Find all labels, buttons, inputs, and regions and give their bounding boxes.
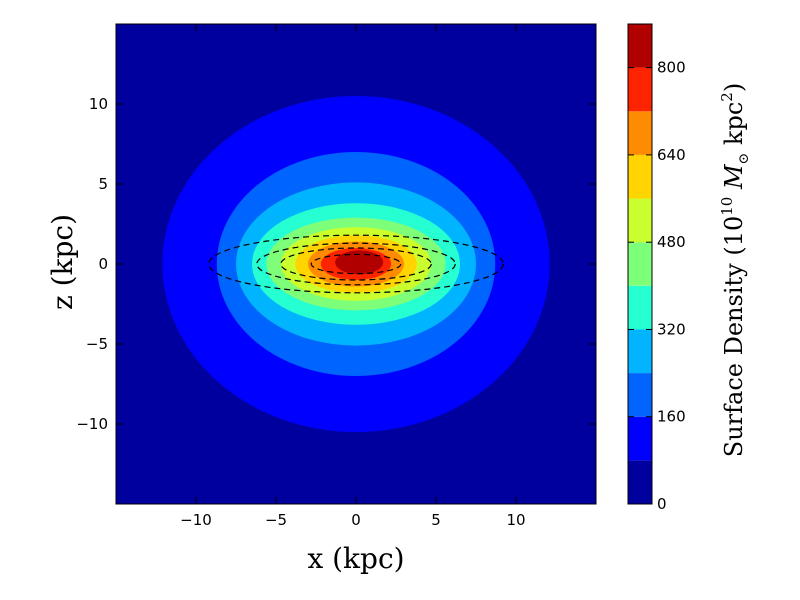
colorbar-tick-label: 800 bbox=[657, 59, 686, 77]
filled-contour-layer bbox=[162, 96, 550, 432]
colorbar-tick-label: 640 bbox=[657, 146, 686, 164]
colorbar-tick-label: 160 bbox=[657, 408, 686, 426]
colorbar-ticks: 0 160 320 480 640 800 bbox=[628, 59, 686, 513]
colorbar-band-640 bbox=[628, 111, 652, 155]
colorbar-title-exponent: 10 bbox=[718, 197, 736, 216]
colorbar-tick-label: 0 bbox=[657, 495, 667, 513]
y-tick-label: 5 bbox=[98, 175, 108, 193]
colorbar-title: Surface Density (1010 M⊙ kpc2) bbox=[718, 83, 752, 457]
colorbar-bands bbox=[628, 24, 652, 504]
colorbar-title-suffix: ) bbox=[720, 83, 748, 92]
colorbar-band-800 bbox=[628, 24, 652, 68]
y-tick-label: −5 bbox=[86, 335, 108, 353]
colorbar-band-480 bbox=[628, 198, 652, 243]
y-axis-title: z (kpc) bbox=[46, 214, 79, 310]
colorbar-tick-label: 480 bbox=[657, 233, 686, 251]
colorbar-tick-label: 320 bbox=[657, 320, 686, 338]
x-tick-label: 5 bbox=[431, 511, 441, 529]
colorbar-title-prefix: Surface Density (10 bbox=[720, 216, 748, 457]
colorbar-frame bbox=[627, 23, 653, 505]
colorbar-title-unit-exponent: 2 bbox=[718, 92, 736, 102]
y-tick-label: −10 bbox=[76, 415, 108, 433]
x-axis-title: x (kpc) bbox=[307, 542, 404, 575]
colorbar-band-320 bbox=[628, 285, 652, 330]
colorbar-band-0 bbox=[628, 460, 652, 504]
x-tick-label: −5 bbox=[265, 511, 287, 529]
x-tick-label: 10 bbox=[506, 511, 525, 529]
colorbar-band-720 bbox=[628, 67, 652, 112]
colorbar-band-160 bbox=[628, 373, 652, 417]
colorbar-band-80 bbox=[628, 416, 652, 461]
colorbar-band-400 bbox=[628, 242, 652, 286]
dashed-contour-layer bbox=[208, 234, 504, 294]
colorbar-title-unit: kpc bbox=[720, 102, 748, 145]
dashed-contour-1 bbox=[208, 234, 504, 294]
x-tick-label: −10 bbox=[180, 511, 212, 529]
x-axis-ticks: −10 −5 0 5 10 bbox=[180, 24, 526, 529]
y-axis-ticks: −10 −5 0 5 10 bbox=[76, 95, 596, 433]
colorbar-title-symbol: M bbox=[720, 163, 748, 190]
colorbar-band-240 bbox=[628, 329, 652, 374]
colorbar-band-560 bbox=[628, 154, 652, 199]
y-tick-label: 10 bbox=[89, 95, 108, 113]
colorbar-title-subscript: ⊙ bbox=[736, 153, 752, 165]
dashed-contour-2 bbox=[256, 242, 456, 286]
dashed-contour-3 bbox=[280, 247, 432, 281]
x-tick-label: 0 bbox=[351, 511, 361, 529]
contour-plot bbox=[115, 23, 597, 505]
contour-region-800 bbox=[335, 250, 384, 275]
y-tick-label: 0 bbox=[98, 255, 108, 273]
colorbar-title-space-2 bbox=[720, 145, 748, 153]
dashed-contour-4 bbox=[310, 253, 402, 275]
colorbar: 0 160 320 480 640 800 Surface Density (1010 M… bbox=[627, 23, 752, 513]
colorbar-title-space bbox=[720, 189, 748, 197]
